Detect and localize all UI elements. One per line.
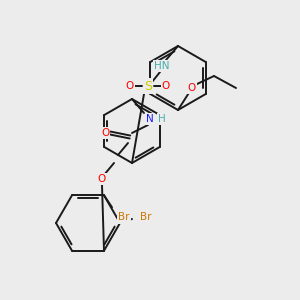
- Text: HN: HN: [154, 61, 170, 71]
- Text: N: N: [146, 114, 154, 124]
- Text: H: H: [158, 114, 166, 124]
- Text: O: O: [126, 81, 134, 91]
- Text: O: O: [188, 83, 196, 93]
- Text: S: S: [144, 80, 152, 92]
- Text: Br: Br: [118, 212, 130, 222]
- Text: O: O: [98, 174, 106, 184]
- Text: Br: Br: [140, 212, 152, 222]
- Text: O: O: [162, 81, 170, 91]
- Text: O: O: [101, 128, 109, 138]
